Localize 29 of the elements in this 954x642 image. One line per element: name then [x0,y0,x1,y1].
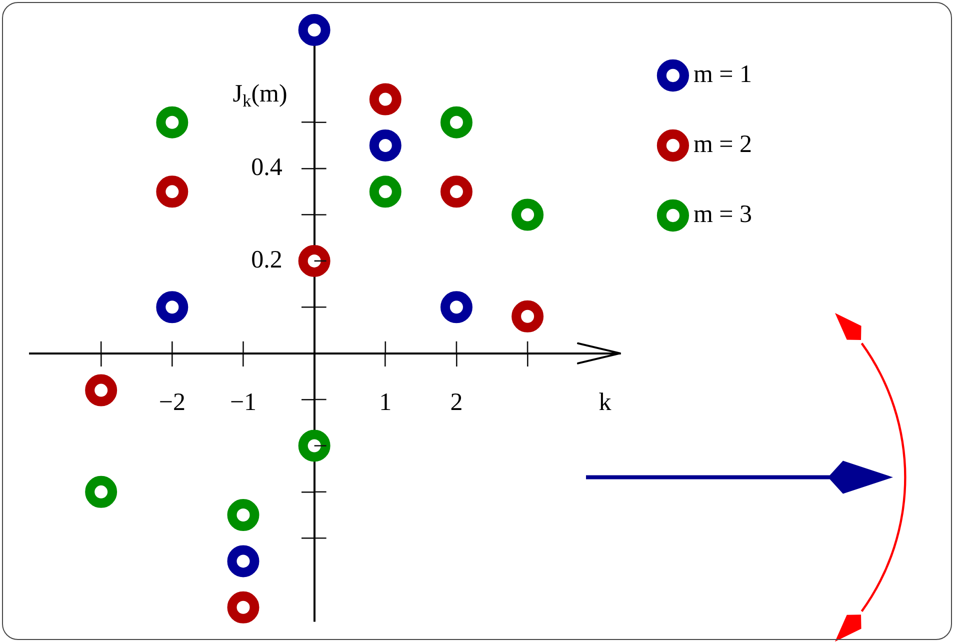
point [298,14,330,46]
point [512,300,544,332]
point [85,476,118,508]
point [440,291,472,324]
point [440,176,472,208]
point [298,244,330,277]
point [156,176,188,208]
point [512,198,544,231]
point [156,291,188,324]
x-axis-title: k [598,388,612,416]
legend-label: m = 2 [693,131,752,158]
point [156,106,188,138]
point [369,176,402,208]
y-tick-label: 0.2 [251,246,282,274]
point [440,106,472,138]
x-tick-label: −1 [230,388,257,416]
x-tick-label: −2 [158,388,186,416]
point [85,374,118,406]
point [369,83,402,116]
legend-label: m = 3 [693,201,752,228]
y-tick-label: 0.4 [251,154,283,182]
legend-label: m = 1 [693,61,752,88]
point [298,430,330,462]
point [227,499,260,532]
point [227,591,260,624]
x-tick-label: 1 [379,388,392,416]
x-tick-label: 2 [450,388,463,416]
point [227,545,260,578]
point [369,129,402,162]
